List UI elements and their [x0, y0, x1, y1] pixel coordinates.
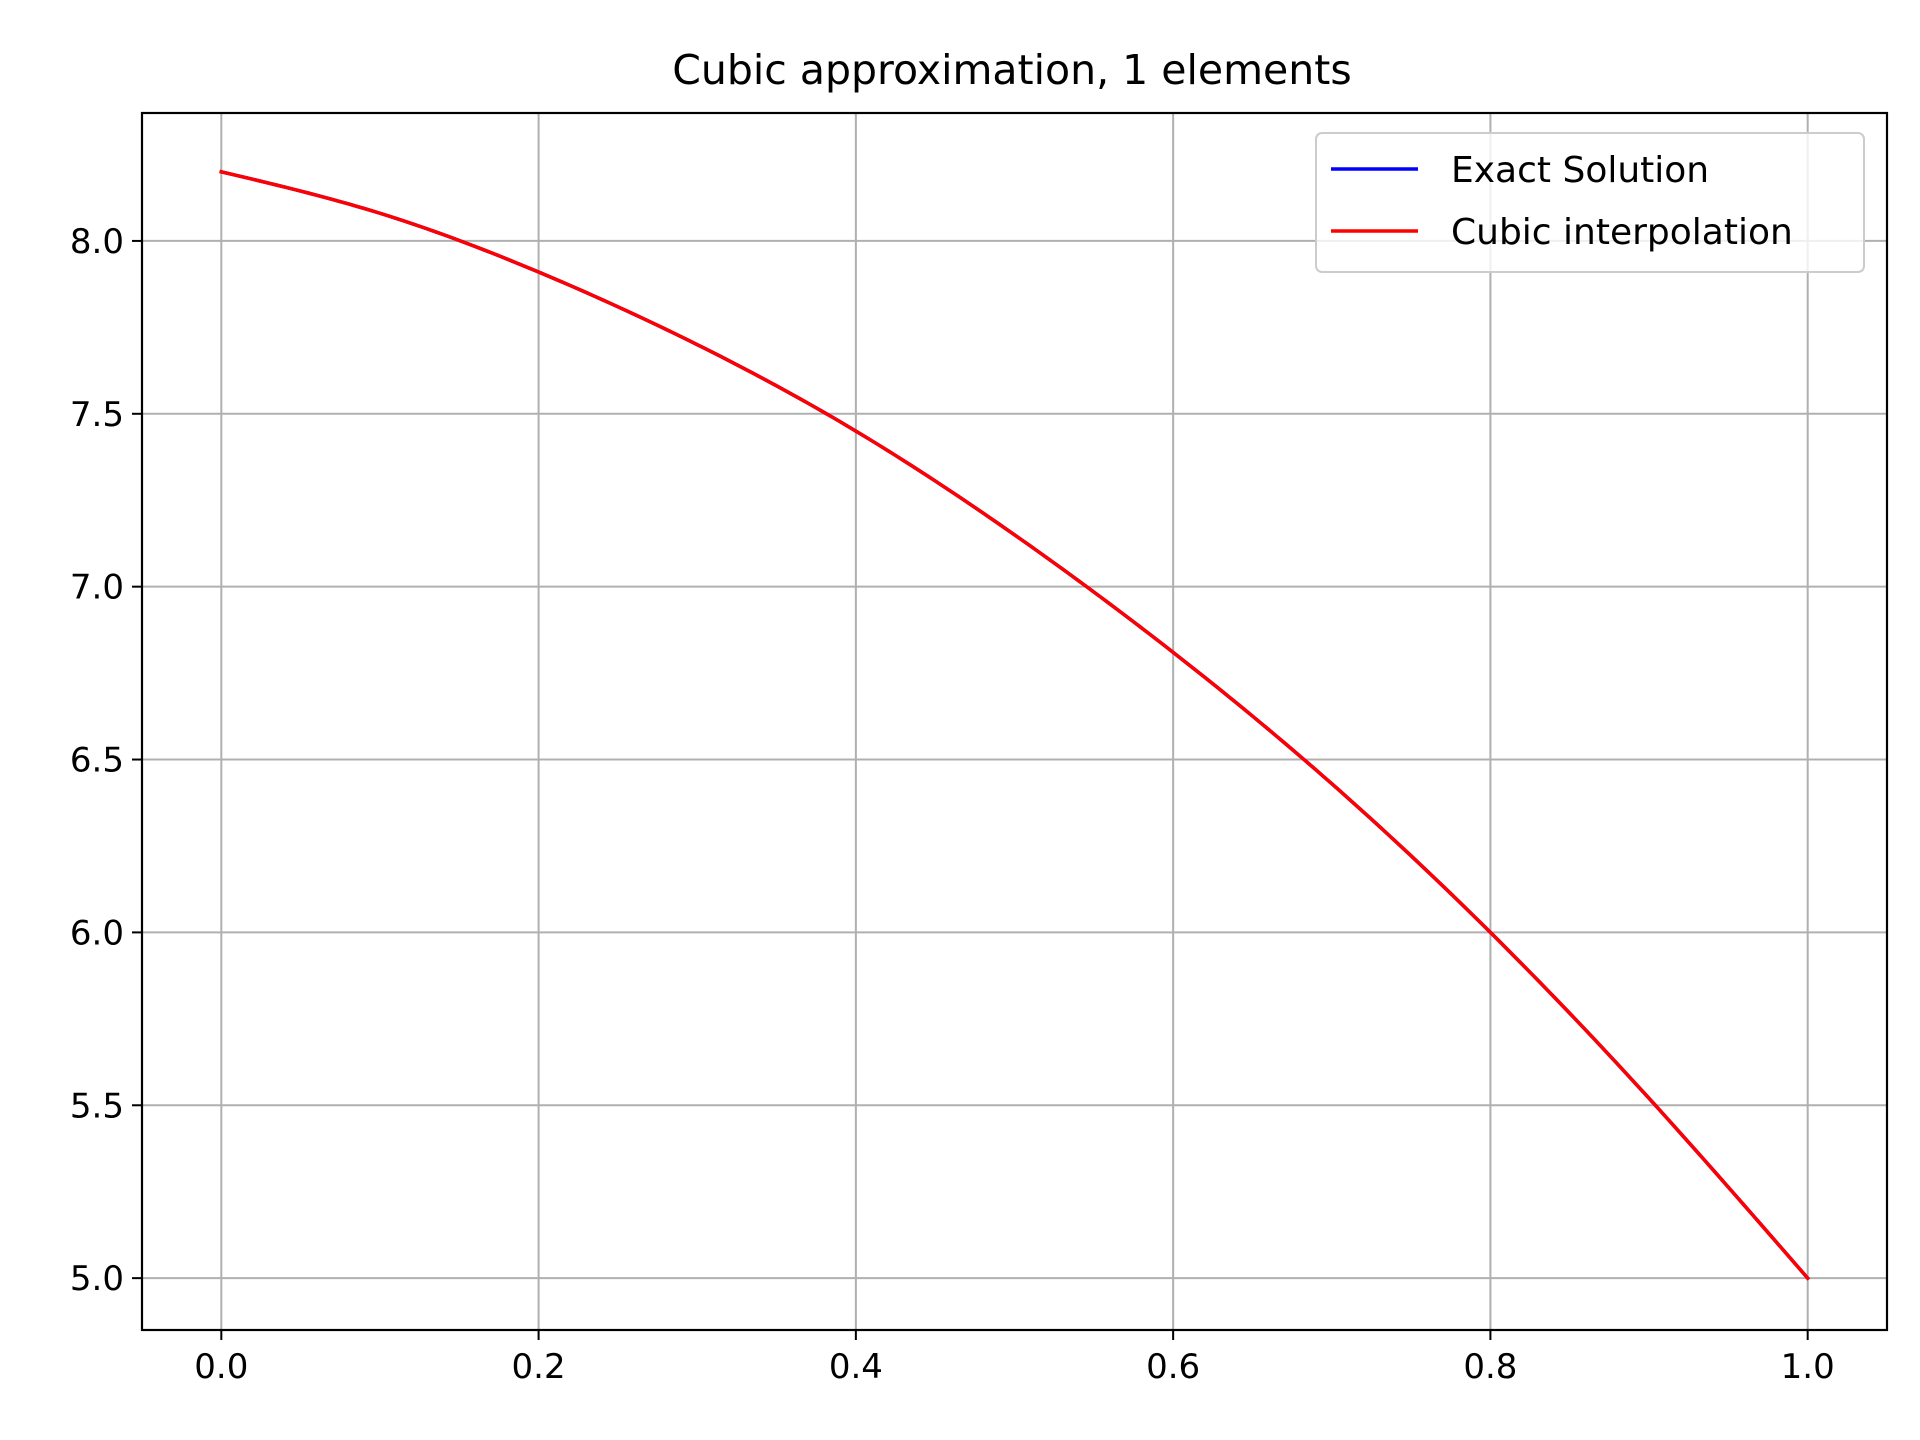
grid-layer [142, 113, 1887, 1330]
series-line-cubic-interpolation [219, 169, 1811, 1281]
tick-layer: 0.0 0.2 0.4 0.6 0.8 1.0 5.0 5.5 6.0 6.5 7.0 7.5 8.0 [70, 222, 1835, 1387]
y-tick-label: 7.5 [70, 395, 124, 435]
y-tick-label: 6.5 [70, 741, 124, 781]
legend-box [1315, 132, 1865, 273]
y-tick-label: 6.0 [70, 913, 124, 953]
series-layer [219, 169, 1811, 1281]
x-tick-label: 0.8 [1463, 1347, 1517, 1387]
y-tick-label: 7.0 [70, 568, 124, 608]
y-tick-label: 5.5 [70, 1086, 124, 1126]
y-tick-label: 5.0 [70, 1259, 124, 1299]
chart-title: Cubic approximation, 1 elements [672, 46, 1351, 94]
plot-frame [140, 111, 1889, 1332]
y-tick-label: 8.0 [70, 222, 124, 262]
legend-label-cubic-interpolation: Cubic interpolation [1451, 212, 1793, 253]
legend-label-exact-solution: Exact Solution [1451, 150, 1709, 191]
x-tick-label: 0.4 [829, 1347, 883, 1387]
x-tick-label: 0.0 [194, 1347, 248, 1387]
x-tick-label: 0.2 [512, 1347, 566, 1387]
x-tick-label: 1.0 [1781, 1347, 1835, 1387]
x-tick-label: 0.6 [1146, 1347, 1200, 1387]
legend: Exact Solution Cubic interpolation [1315, 132, 1865, 273]
